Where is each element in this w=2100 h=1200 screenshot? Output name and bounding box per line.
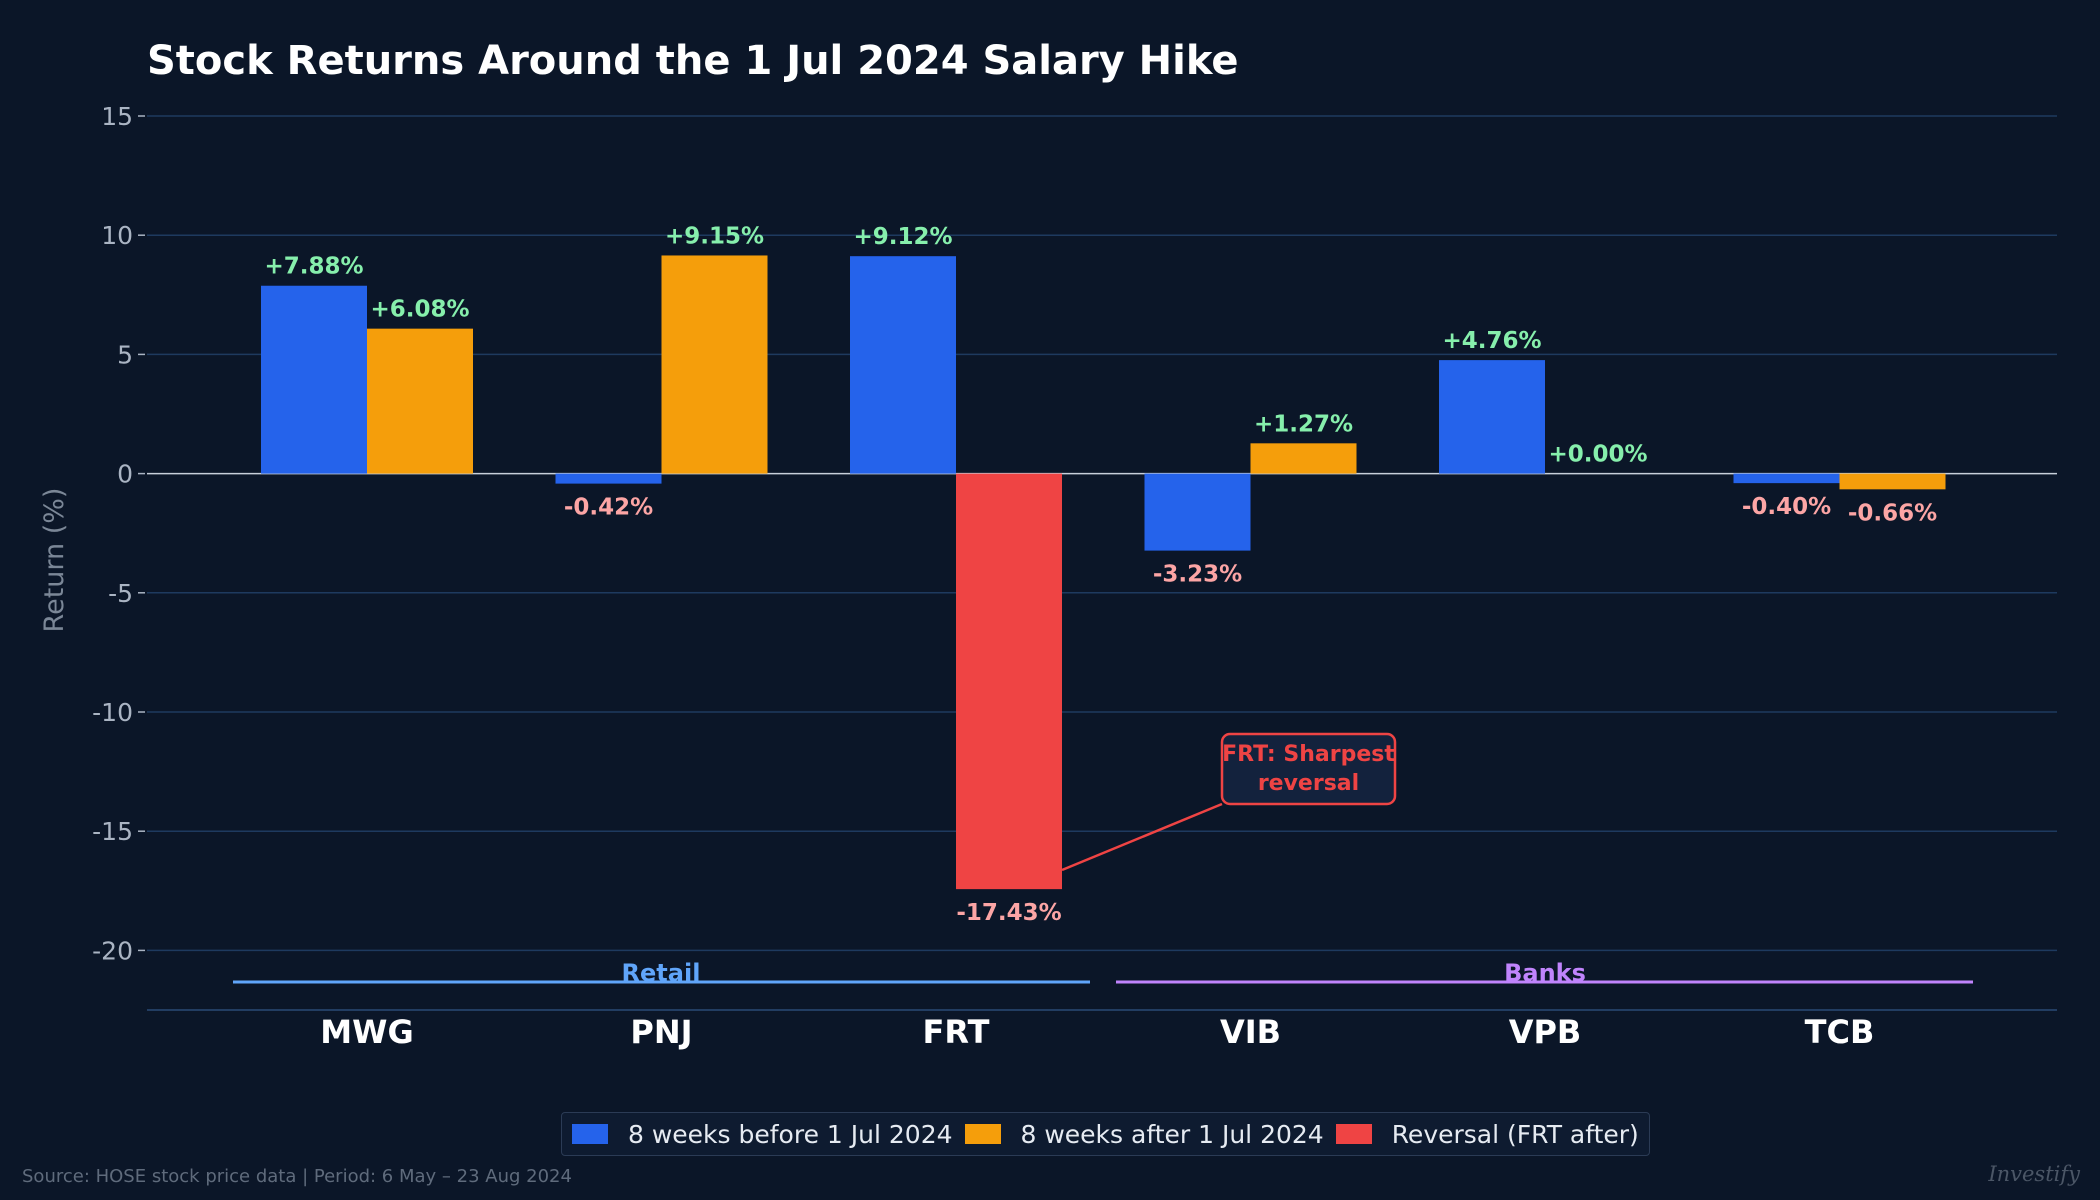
legend-label-before: 8 weeks before 1 Jul 2024 (628, 1119, 953, 1149)
value-label: -0.40% (1742, 494, 1831, 520)
annotation-text: FRT: Sharpest (1222, 742, 1395, 767)
value-labels: +7.88% +6.08% -0.42% +9.15% +9.12% -17.43% -3.… (264, 223, 1937, 926)
value-label: +9.15% (665, 223, 764, 249)
value-label: +6.08% (370, 297, 469, 323)
value-label: -0.42% (564, 495, 653, 521)
value-label: +7.88% (264, 254, 363, 280)
bar-frt-after (956, 473, 1062, 890)
bar-pnj-before (555, 473, 662, 484)
value-label: +4.76% (1442, 328, 1541, 354)
y-tick-label: -20 (92, 936, 133, 965)
category-label-mwg: MWG (320, 1013, 413, 1051)
source-note: Source: HOSE stock price data | Period: … (22, 1166, 572, 1187)
y-tick-label: -5 (108, 579, 133, 608)
bar-pnj-after (661, 255, 768, 474)
category-label-vib: VIB (1220, 1013, 1281, 1051)
bar-vpb-before (1439, 360, 1545, 474)
legend-swatch-before (572, 1124, 608, 1144)
y-axis-label: Return (%) (39, 488, 70, 633)
y-tick-label: -10 (92, 698, 133, 727)
value-label: -3.23% (1153, 562, 1242, 588)
annotation-connector (1061, 802, 1223, 872)
category-label-frt: FRT (923, 1013, 990, 1051)
legend-item-reversal[interactable]: Reversal (FRT after) (1335, 1119, 1639, 1149)
chart-title: Stock Returns Around the 1 Jul 2024 Sala… (147, 38, 1239, 84)
bar-vib-before (1144, 473, 1251, 551)
legend-swatch-after (964, 1124, 1001, 1144)
y-tick-label: -15 (92, 817, 133, 846)
grid (147, 115, 2057, 952)
legend: 8 weeks before 1 Jul 2024 8 weeks after … (561, 1112, 1650, 1156)
group-label-banks: Banks (1504, 959, 1586, 987)
y-tick-label: 5 (117, 340, 133, 369)
bar-vib-after (1250, 443, 1357, 474)
value-label: -0.66% (1848, 500, 1937, 526)
value-label: +1.27% (1254, 411, 1353, 437)
annotation-text: reversal (1258, 771, 1359, 796)
y-tick-label: 15 (101, 102, 133, 131)
legend-label-after: 8 weeks after 1 Jul 2024 (1020, 1119, 1324, 1149)
annotation: FRT: Sharpest reversal (1061, 732, 1397, 872)
brand-watermark: Investify (1988, 1162, 2080, 1186)
sector-groups: Retail Banks (233, 959, 1973, 987)
value-label: -17.43% (956, 900, 1061, 926)
bar-mwg-before (261, 285, 367, 474)
y-tick-label: 0 (117, 460, 133, 489)
category-label-pnj: PNJ (630, 1013, 692, 1051)
group-label-retail: Retail (622, 959, 701, 987)
y-tick-label: 10 (101, 221, 133, 250)
value-label: +0.00% (1548, 442, 1647, 468)
bar-mwg-after (367, 328, 473, 474)
value-label: +9.12% (853, 224, 952, 250)
legend-item-before[interactable]: 8 weeks before 1 Jul 2024 (572, 1120, 953, 1149)
axes: 15 10 5 0 -5 -10 -15 -20 Return (%) MWG PNJ FRT VIB V… (39, 102, 2057, 1051)
bar-frt-before (850, 256, 956, 474)
legend-item-after[interactable]: 8 weeks after 1 Jul 2024 (964, 1119, 1324, 1149)
bars (261, 255, 1946, 890)
legend-label-reversal: Reversal (FRT after) (1391, 1119, 1639, 1149)
legend-swatch-reversal (1335, 1124, 1372, 1144)
bar-tcb-before (1733, 473, 1840, 484)
category-label-vpb: VPB (1509, 1013, 1582, 1051)
annotation-box (1220, 732, 1397, 806)
category-label-tcb: TCB (1805, 1013, 1875, 1051)
bar-tcb-after (1839, 473, 1946, 490)
